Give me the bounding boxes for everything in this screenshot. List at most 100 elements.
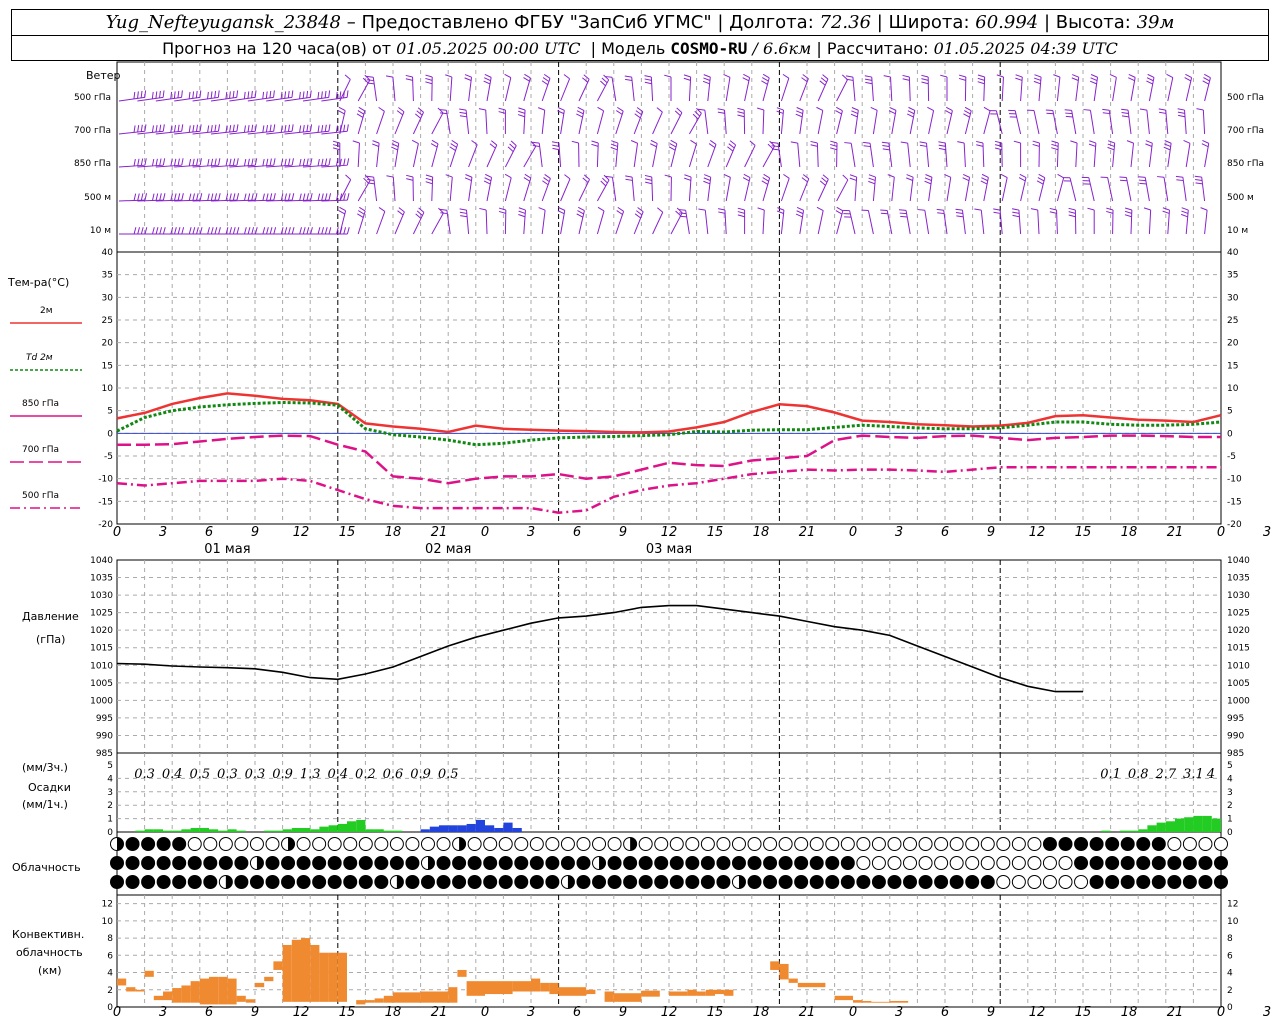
- wind-barb-feather: [317, 158, 320, 167]
- precip-ytick-right: 0: [1227, 828, 1233, 838]
- conv-cloud-bar: [788, 978, 798, 983]
- wind-barb-feather: [177, 158, 180, 166]
- cloud-icon-clear: [560, 837, 575, 851]
- alt-label: | Высота:: [1043, 12, 1131, 33]
- cloud-icon-overcast: [1151, 837, 1166, 851]
- wind-barb-feather: [571, 140, 579, 144]
- conv-cloud-bar: [512, 981, 531, 992]
- wind-barb-feather: [644, 75, 652, 78]
- wind-barb-feather: [479, 207, 487, 211]
- legend-label-t2m: 2м: [40, 306, 53, 316]
- cloud-icon-clear: [249, 837, 264, 851]
- wind-barb-feather: [140, 124, 143, 132]
- wind-barb: [192, 164, 219, 168]
- wind-barb-feather: [317, 125, 320, 133]
- wind-barb: [266, 96, 293, 102]
- wind-barb: [1112, 143, 1116, 168]
- cloud-icon-overcast: [452, 856, 467, 870]
- wind-barb-feather: [1128, 73, 1136, 78]
- conv-cloud-bar: [301, 938, 311, 1002]
- wind-barb: [1001, 77, 1004, 102]
- wind-barb-feather: [170, 193, 173, 201]
- wind-barb-feather: [822, 74, 829, 80]
- cloud-icon-overcast: [576, 856, 591, 870]
- pressure-ytick-right: 1035: [1227, 574, 1250, 584]
- wind-barb-feather: [243, 125, 246, 133]
- conv-cloud-bar: [862, 1000, 872, 1003]
- wind-barb-feather: [358, 106, 366, 112]
- cloud-icon-clear: [887, 856, 902, 870]
- temp-ytick-right: 40: [1227, 248, 1239, 258]
- wind-barb-feather: [676, 107, 683, 113]
- wind-barb-feather: [510, 140, 517, 146]
- wind-barb: [1204, 143, 1210, 168]
- wind-barb-feather: [484, 77, 491, 82]
- wind-barb: [302, 96, 329, 102]
- wind-barb: [1148, 210, 1152, 235]
- wind-barb: [137, 130, 164, 135]
- wind-barb-feather: [243, 91, 246, 99]
- conv-cloud-bar: [705, 989, 715, 996]
- conv-xtick: 12: [1029, 1005, 1046, 1020]
- precip-bar-precip_rain: [153, 829, 163, 832]
- pressure-ytick-right: 1020: [1227, 626, 1250, 636]
- pressure-ytick-left: 1025: [90, 609, 113, 619]
- calc-time: 01.05.2025 04:39 UTC: [933, 38, 1118, 58]
- wind-barb-feather: [518, 210, 526, 214]
- cloud-icon-partly-fill: [117, 837, 124, 851]
- precip-bar-precip_rain: [209, 829, 219, 832]
- cloud-icon-overcast: [436, 856, 451, 870]
- wind-barb-feather: [958, 74, 966, 78]
- pressure-ytick-left: 1040: [90, 556, 113, 566]
- wind-barb-feather: [564, 174, 571, 180]
- wind-barb-feather: [1064, 109, 1072, 111]
- wind-barb: [631, 177, 635, 202]
- wind-barb: [1033, 110, 1040, 135]
- wind-barb-feather: [625, 78, 633, 81]
- wind-level-label-right: 500 гПа: [1227, 93, 1264, 103]
- wind-barb-feather: [993, 211, 1001, 214]
- wind-barb: [1088, 177, 1095, 202]
- wind-barb: [372, 77, 378, 102]
- temp-xtick: 0: [481, 525, 489, 540]
- wind-barb-feather: [280, 158, 284, 167]
- wind-barb-feather: [1184, 77, 1192, 82]
- wind-barb: [1052, 110, 1058, 135]
- precip-bar-precip_rain: [190, 827, 200, 832]
- wind-barb: [339, 210, 347, 235]
- wind-barb-feather: [1124, 207, 1132, 211]
- wind-barb-feather: [1196, 108, 1204, 111]
- wind-barb-feather: [177, 90, 180, 98]
- wind-barb-feather: [1138, 176, 1146, 178]
- precip-bar-precip_conv: [503, 822, 513, 832]
- cloud-icon-overcast: [825, 875, 840, 889]
- wind-barb: [137, 199, 164, 202]
- wind-barb: [1056, 77, 1061, 102]
- wind-barb-feather: [600, 180, 607, 187]
- wind-barb: [229, 96, 256, 102]
- wind-barb: [872, 110, 878, 135]
- cloud-icon-overcast: [669, 875, 684, 889]
- wind-barb-feather: [1177, 111, 1185, 114]
- pressure-ytick-right: 985: [1227, 749, 1244, 759]
- wind-barb: [799, 110, 804, 135]
- temp-title: Тем-ра(°C): [7, 276, 69, 289]
- wind-barb: [982, 142, 985, 168]
- cloud-icon-overcast: [607, 856, 622, 870]
- wind-barb: [394, 211, 405, 235]
- wind-barb-feather: [162, 158, 166, 166]
- wind-barb-feather: [899, 212, 907, 215]
- conv-cloud-bar: [199, 978, 209, 1005]
- conv-cloud-bar: [218, 976, 228, 1005]
- wind-barb-feather: [1126, 140, 1134, 144]
- temp-xtick: 0: [1217, 525, 1225, 540]
- conv-xtick: 9: [619, 1005, 627, 1020]
- precip-label-1h: (мм/1ч.): [22, 798, 68, 811]
- precip-bar-precip_conv: [466, 823, 476, 832]
- precip-total: 0.8: [1128, 767, 1149, 782]
- wind-barb-feather: [151, 125, 154, 133]
- cloud-icon-overcast: [141, 856, 156, 870]
- cloud-icon-overcast: [1151, 875, 1166, 889]
- cloud-icon-overcast: [187, 856, 202, 870]
- wind-barb: [946, 110, 953, 135]
